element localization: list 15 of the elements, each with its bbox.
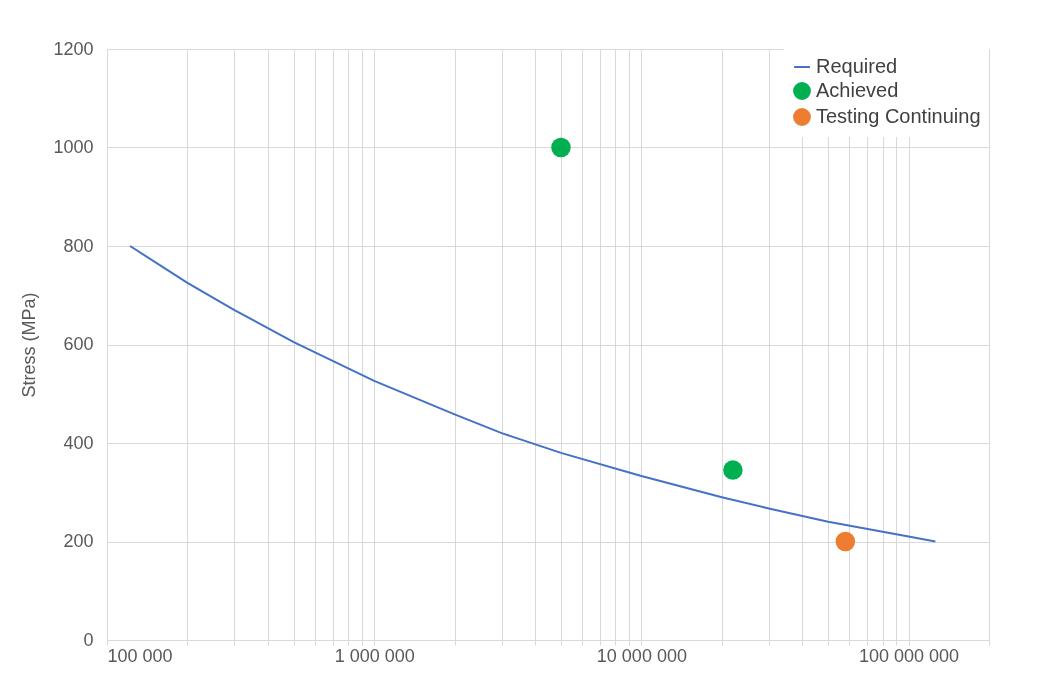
y-axis-title: Stress (MPa)	[19, 292, 40, 398]
y-tick-label: 400	[63, 432, 94, 453]
x-tick-label: 1 000 000	[334, 645, 415, 666]
y-tick-label: 200	[63, 531, 94, 551]
x-tick-label: 10 000 000	[596, 645, 687, 666]
x-tick-label: 100 000	[107, 645, 173, 666]
y-tick-label: 600	[63, 334, 94, 354]
y-tick-label: 800	[63, 235, 94, 256]
y-tick-label: 1000	[53, 137, 94, 157]
y-tick-label: 0	[83, 629, 94, 650]
legend-label: Achieved	[816, 79, 899, 101]
legend-label: Required	[816, 55, 898, 77]
x-tick-label: 100 000 000	[859, 645, 960, 666]
y-tick-label: 1200	[53, 38, 94, 59]
legend-label: Testing Continuing	[816, 105, 981, 127]
